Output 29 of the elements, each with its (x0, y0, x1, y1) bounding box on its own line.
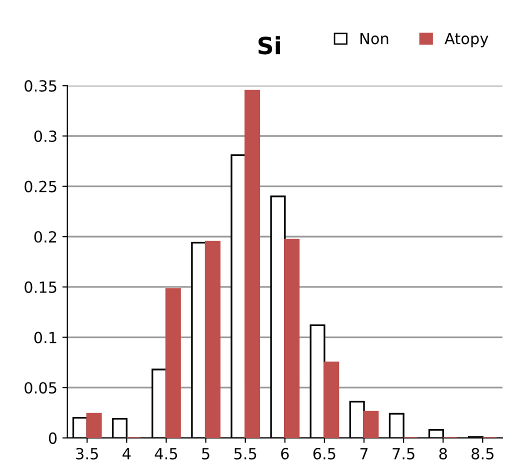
y-tick-label: 0.35 (24, 80, 56, 92)
y-tick-label: 0.05 (24, 382, 56, 394)
y-tick-label: 0.25 (24, 180, 56, 192)
y-tick-label: 0.3 (34, 130, 56, 142)
x-tick-label: 8 (439, 448, 447, 460)
x-tick-label: 7.5 (392, 448, 414, 460)
chart-title: Si (258, 36, 280, 54)
bar (86, 412, 102, 438)
bar (324, 362, 340, 438)
legend-label: Atopy (444, 32, 488, 48)
y-tick-label: 0.1 (34, 332, 56, 344)
x-tick-label: 6.5 (313, 448, 336, 460)
x-tick-label: 6 (281, 448, 289, 460)
bar (244, 90, 260, 438)
bar (284, 238, 300, 438)
bar (363, 410, 379, 438)
x-tick-label: 7 (360, 448, 368, 460)
legend-label: Non (360, 32, 388, 44)
y-tick-label: 0 (48, 432, 57, 444)
x-tick-label: 8.5 (472, 448, 494, 460)
x-tick-label: 3.5 (76, 448, 98, 460)
x-tick-label: 4 (122, 448, 131, 460)
y-tick-label: 0.15 (24, 281, 56, 293)
bar (165, 288, 181, 438)
x-tick-label: 5.5 (234, 448, 256, 460)
x-tick-label: 4.5 (154, 448, 178, 460)
x-tick-label: 5 (202, 448, 210, 460)
bar (204, 240, 220, 438)
y-tick-label: 0.2 (34, 231, 56, 243)
